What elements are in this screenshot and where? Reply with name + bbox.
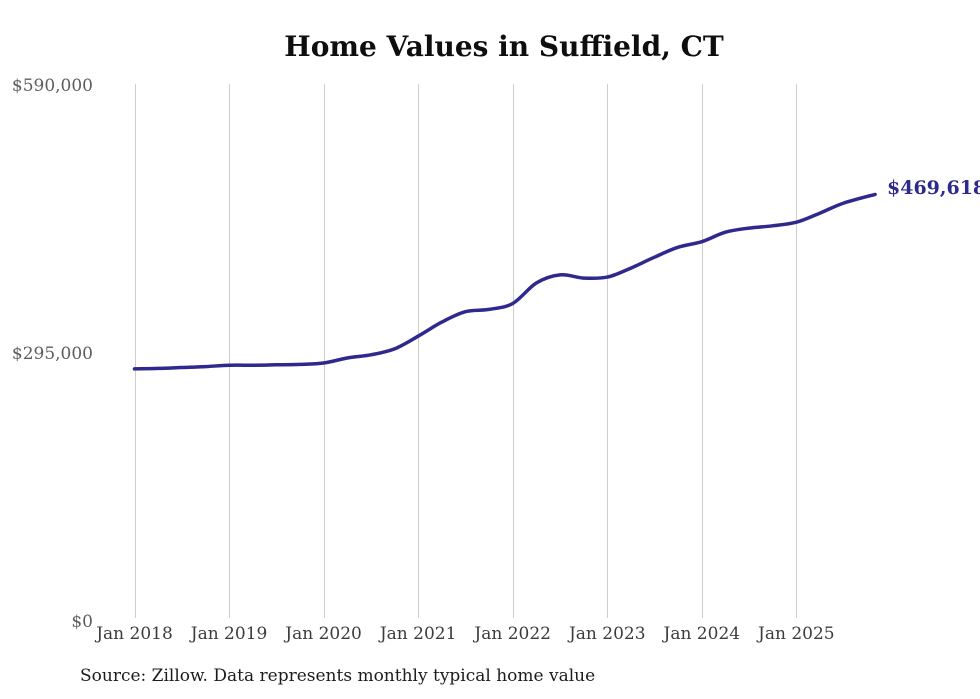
x-axis-tick-jan-2025: Jan 2025 bbox=[758, 624, 835, 644]
x-axis-tick-jan-2021: Jan 2021 bbox=[379, 624, 457, 644]
x-axis-tick-jan-2020: Jan 2020 bbox=[285, 624, 362, 644]
home-value-line bbox=[132, 192, 877, 371]
latest-value-label: $469,618 bbox=[887, 177, 980, 199]
x-axis-tick-jan-2018: Jan 2018 bbox=[96, 624, 173, 644]
gridline-jan-2018 bbox=[134, 84, 136, 618]
source-note: Source: Zillow. Data represents monthly … bbox=[80, 666, 596, 686]
gridline-jan-2025 bbox=[796, 84, 798, 618]
x-axis-tick-jan-2019: Jan 2019 bbox=[190, 624, 268, 644]
gridline-jan-2020 bbox=[323, 84, 325, 618]
x-axis-tick-jan-2022: Jan 2022 bbox=[474, 624, 551, 644]
gridline-jan-2023 bbox=[607, 84, 609, 618]
x-axis-tick-jan-2024: Jan 2024 bbox=[663, 624, 741, 644]
y-axis-tick-0: $0 bbox=[71, 612, 93, 632]
gridline-jan-2022 bbox=[512, 84, 514, 618]
gridline-jan-2024 bbox=[701, 84, 703, 618]
x-axis-tick-jan-2023: Jan 2023 bbox=[568, 624, 646, 644]
gridline-jan-2019 bbox=[229, 84, 231, 618]
gridline-jan-2021 bbox=[418, 84, 420, 618]
chart-title: Home Values in Suffield, CT bbox=[284, 30, 724, 63]
y-axis-tick-590000: $590,000 bbox=[11, 76, 93, 96]
y-axis-tick-295000: $295,000 bbox=[11, 344, 93, 364]
